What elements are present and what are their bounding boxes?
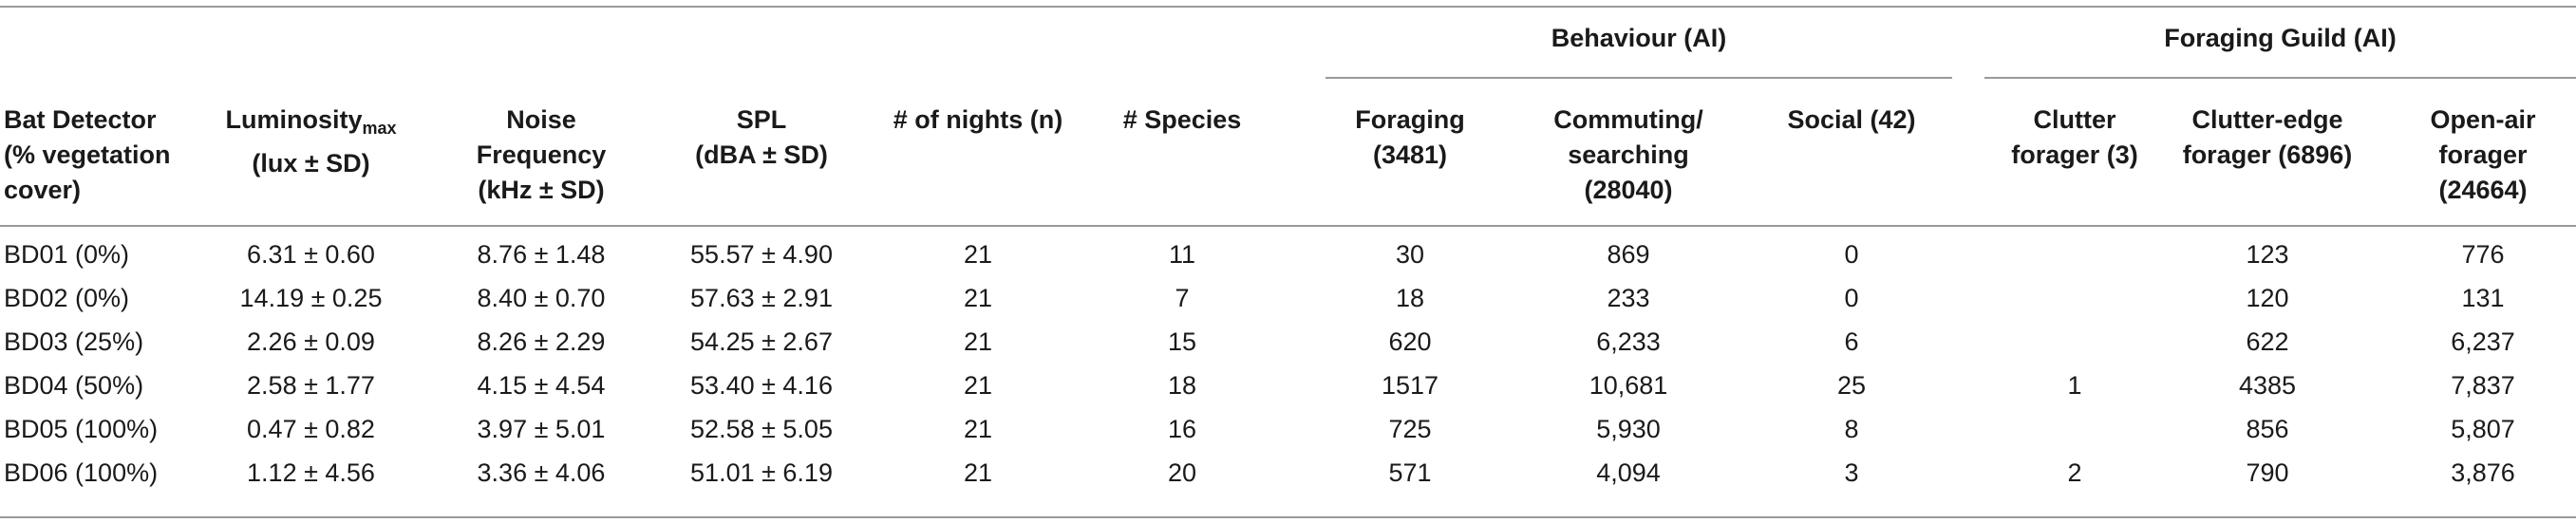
cell-noise: 8.26 ± 2.29 [477,327,606,356]
cell-foraging: 725 [1388,415,1432,443]
cell-spl: 51.01 ± 6.19 [690,458,833,487]
cell-species: 11 [1168,240,1196,269]
header-social: Social (42) [1787,105,1916,134]
cell-open-air: 3,876 [2451,458,2515,487]
header-spl: SPL (dBA ± SD) [695,105,828,169]
cell-commuting: 10,681 [1589,371,1668,400]
cell-clutter-edge: 4385 [2238,371,2297,400]
cell-luminosity: 2.58 ± 1.77 [247,371,375,400]
cell-social: 6 [1844,327,1859,356]
header-luminosity: Luminositymax (lux ± SD) [225,105,397,177]
cell-noise: 3.97 ± 5.01 [477,415,606,443]
cell-nights: 21 [963,458,993,487]
cell-commuting: 4,094 [1596,458,1661,487]
cell-commuting: 6,233 [1596,327,1661,356]
cell-social: 25 [1836,371,1867,400]
cell-detector: BD04 (50%) [4,371,144,400]
header-noise-frequency: Noise Frequency (kHz ± SD) [476,105,607,204]
cell-clutter: 2 [2067,458,2082,487]
cell-nights: 21 [963,240,993,269]
cell-open-air: 131 [2461,284,2505,312]
cell-spl: 52.58 ± 5.05 [690,415,833,443]
cell-noise: 3.36 ± 4.06 [477,458,606,487]
cell-foraging: 30 [1395,240,1425,269]
header-clutter-edge-forager: Clutter-edge forager (6896) [2182,105,2353,169]
header-open-air-forager: Open-air forager (24664) [2430,105,2536,204]
cell-noise: 4.15 ± 4.54 [477,371,606,400]
cell-luminosity: 2.26 ± 0.09 [247,327,375,356]
cell-luminosity: 1.12 ± 4.56 [247,458,375,487]
foraging-guild-group-header: Foraging Guild (AI) [2164,24,2397,52]
cell-detector: BD01 (0%) [4,240,130,269]
cell-commuting: 233 [1607,284,1650,312]
cell-clutter-edge: 790 [2246,458,2289,487]
behaviour-group-rule [1326,77,1952,79]
cell-spl: 54.25 ± 2.67 [690,327,833,356]
cell-spl: 57.63 ± 2.91 [690,284,833,312]
cell-detector: BD02 (0%) [4,284,130,312]
cell-clutter-edge: 120 [2246,284,2289,312]
header-foraging: Foraging (3481) [1355,105,1465,169]
cell-nights: 21 [963,327,993,356]
cell-luminosity: 0.47 ± 0.82 [247,415,375,443]
cell-noise: 8.40 ± 0.70 [477,284,606,312]
header-clutter-forager: Clutter forager (3) [2011,105,2138,169]
cell-detector: BD05 (100%) [4,415,159,443]
cell-foraging: 18 [1395,284,1425,312]
cell-species: 20 [1167,458,1197,487]
cell-open-air: 5,807 [2451,415,2515,443]
cell-species: 16 [1167,415,1197,443]
cell-commuting: 869 [1607,240,1650,269]
cell-noise: 8.76 ± 1.48 [477,240,606,269]
cell-clutter-edge: 123 [2246,240,2289,269]
header-bat-detector: Bat Detector (% vegetation cover) [4,105,171,204]
cell-nights: 21 [963,371,993,400]
header-commuting-searching: Commuting/ searching (28040) [1553,105,1703,204]
cell-foraging: 1517 [1381,371,1439,400]
header-bottom-rule [0,225,2576,227]
cell-species: 18 [1167,371,1197,400]
table-bottom-rule [0,516,2576,518]
behaviour-group-header: Behaviour (AI) [1551,24,1727,52]
foraging-guild-group-rule [1984,77,2576,79]
cell-detector: BD06 (100%) [4,458,159,487]
header-nights: # of nights (n) [893,105,1063,134]
cell-nights: 21 [963,284,993,312]
cell-social: 3 [1844,458,1859,487]
cell-open-air: 6,237 [2451,327,2515,356]
cell-spl: 55.57 ± 4.90 [690,240,833,269]
cell-foraging: 571 [1388,458,1432,487]
cell-social: 0 [1844,284,1859,312]
cell-open-air: 776 [2461,240,2505,269]
cell-luminosity: 6.31 ± 0.60 [247,240,375,269]
cell-open-air: 7,837 [2451,371,2515,400]
cell-species: 15 [1167,327,1197,356]
cell-nights: 21 [963,415,993,443]
cell-species: 7 [1175,284,1190,312]
cell-social: 0 [1844,240,1859,269]
cell-social: 8 [1844,415,1859,443]
cell-spl: 53.40 ± 4.16 [690,371,833,400]
header-species: # Species [1122,105,1242,134]
cell-clutter-edge: 622 [2246,327,2289,356]
cell-clutter-edge: 856 [2246,415,2289,443]
cell-luminosity: 14.19 ± 0.25 [239,284,383,312]
cell-foraging: 620 [1388,327,1432,356]
cell-clutter: 1 [2067,371,2082,400]
cell-detector: BD03 (25%) [4,327,144,356]
table-top-rule [0,6,2576,8]
cell-commuting: 5,930 [1596,415,1661,443]
